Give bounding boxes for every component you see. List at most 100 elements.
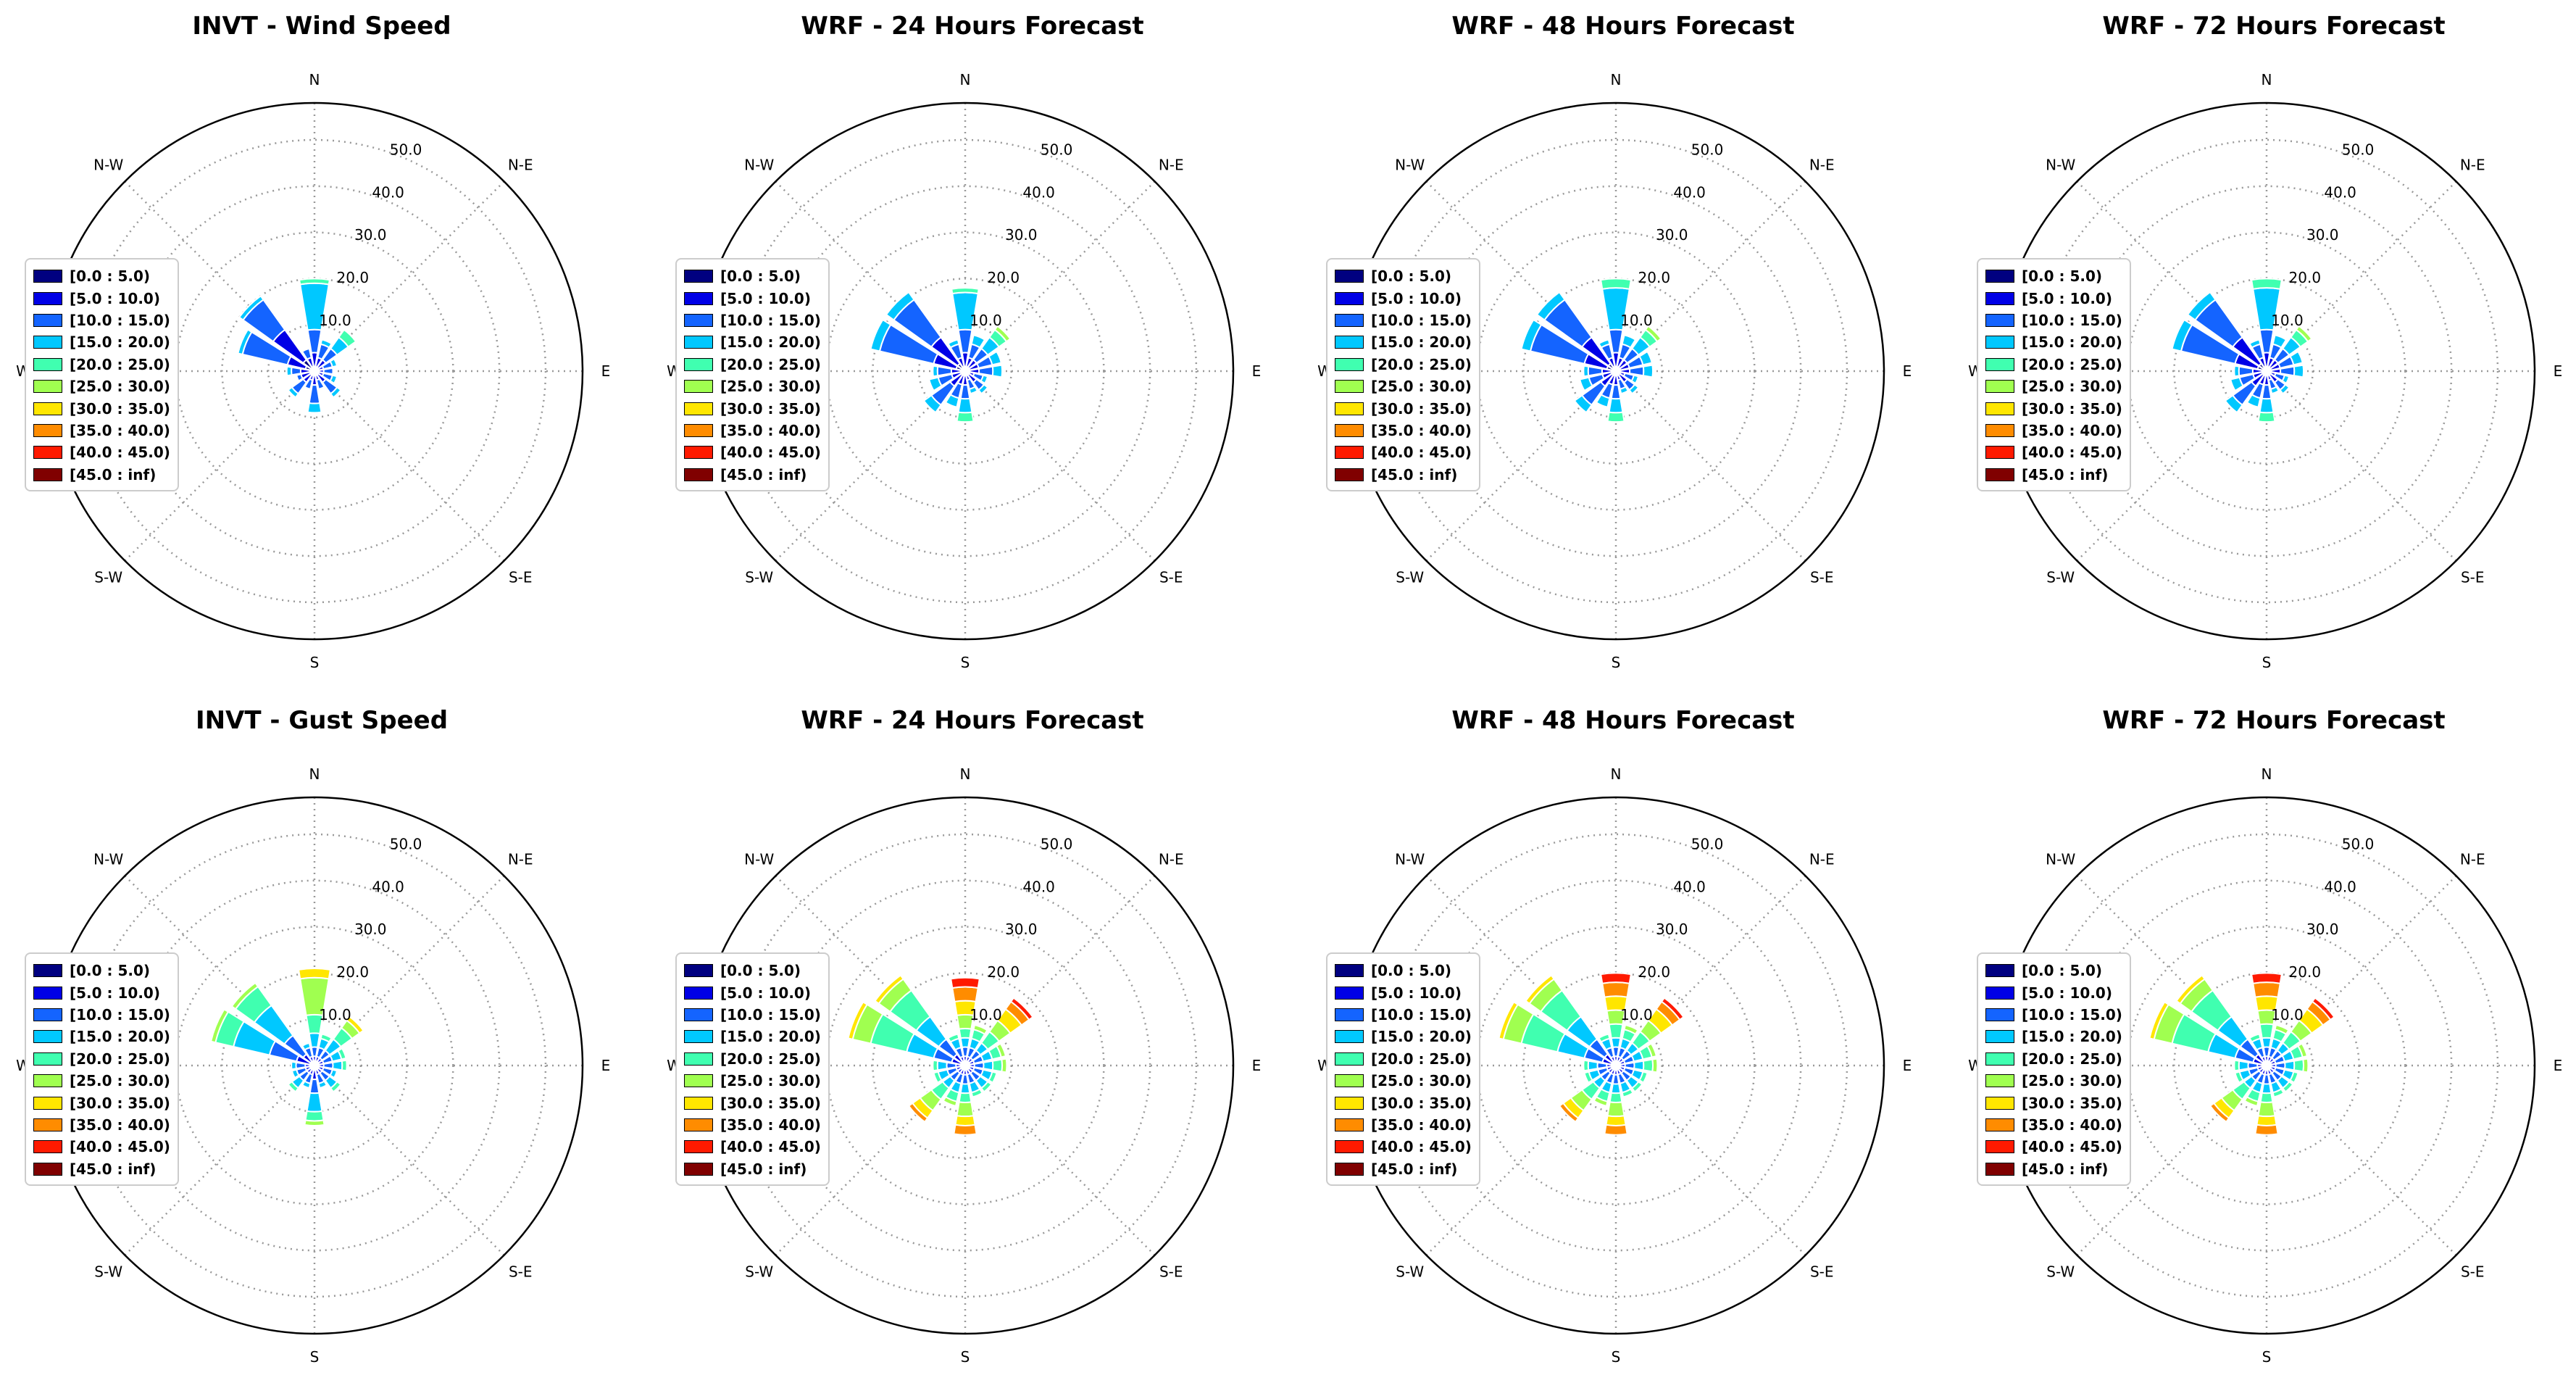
wind-bar <box>980 1080 993 1093</box>
legend-item: [0.0 : 5.0) <box>684 960 821 981</box>
wind-bar <box>2251 972 2283 984</box>
radial-tick-label: 50.0 <box>2342 835 2375 852</box>
direction-label: N-W <box>2046 157 2075 174</box>
wind-bar <box>959 1083 971 1095</box>
legend-item: [40.0 : 45.0) <box>1335 1136 1472 1158</box>
legend-swatch <box>1335 1140 1364 1154</box>
legend-label: [35.0 : 40.0) <box>2022 1116 2122 1134</box>
legend-item: [35.0 : 40.0) <box>33 420 170 441</box>
direction-label: N-E <box>2460 157 2485 174</box>
direction-label: S <box>1612 654 1621 671</box>
legend-swatch <box>1335 1052 1364 1066</box>
legend-swatch <box>1985 1140 2014 1154</box>
radial-tick-label: 20.0 <box>1638 963 1671 981</box>
legend-item: [5.0 : 10.0) <box>1335 287 1472 309</box>
wind-bar <box>870 318 892 352</box>
radial-gridline <box>1568 1018 1664 1113</box>
legend-label: [40.0 : 45.0) <box>720 1138 821 1156</box>
legend-swatch <box>1335 423 1364 437</box>
wind-bar <box>1009 997 1034 1021</box>
legend-item: [5.0 : 10.0) <box>1985 287 2122 309</box>
wind-bar <box>301 347 312 361</box>
direction-label: N-W <box>744 157 774 174</box>
wind-bar <box>1593 1095 1609 1108</box>
legend-item: [25.0 : 30.0) <box>684 375 821 397</box>
legend-item: [15.0 : 20.0) <box>33 331 170 353</box>
direction-gridline <box>2076 180 2267 372</box>
wind-bar <box>317 1080 328 1089</box>
legend-swatch <box>33 1008 62 1021</box>
wind-bar <box>950 976 980 989</box>
direction-gridline <box>314 875 505 1066</box>
direction-gridline <box>2076 1065 2267 1256</box>
radial-gridline <box>872 972 1059 1159</box>
legend-swatch <box>33 468 62 481</box>
wind-bar <box>1525 974 1555 1005</box>
legend-label: [5.0 : 10.0) <box>2022 984 2112 1002</box>
wind-bar <box>933 1071 943 1084</box>
wind-bar <box>947 1033 960 1043</box>
legend-item: [45.0 : inf) <box>1985 1158 2122 1180</box>
legend-label: [0.0 : 5.0) <box>720 962 801 980</box>
radial-tick-label: 10.0 <box>2271 312 2304 329</box>
wind-bar <box>329 386 342 399</box>
legend-swatch <box>1335 1030 1364 1044</box>
legend-swatch <box>684 291 713 305</box>
windrose-panel: WRF - 48 Hours Forecast 10.0 20.0 30.0 40.0 5… <box>1301 694 1945 1383</box>
wind-bar <box>1600 972 1632 984</box>
wind-bar <box>1600 278 1632 290</box>
legend-item: [45.0 : inf) <box>684 1158 821 1180</box>
wind-bar <box>1595 394 1611 408</box>
direction-gridline <box>1615 180 1806 372</box>
radial-gridline <box>1568 323 1664 419</box>
wind-bar <box>968 386 979 395</box>
legend-swatch <box>684 423 713 437</box>
legend-swatch <box>33 423 62 437</box>
wind-bar <box>306 1092 323 1113</box>
legend-label: [15.0 : 20.0) <box>1371 1028 1472 1046</box>
wind-bar <box>1660 997 1685 1021</box>
legend-label: [0.0 : 5.0) <box>1371 267 1452 286</box>
radial-tick-label: 10.0 <box>970 312 1002 329</box>
legend-label: [0.0 : 5.0) <box>70 962 151 980</box>
legend-swatch <box>1335 357 1364 371</box>
wind-bar <box>2261 1083 2272 1095</box>
wind-bar <box>322 367 334 375</box>
chart-title: WRF - 24 Hours Forecast <box>801 706 1144 735</box>
direction-label: N-W <box>93 157 123 174</box>
legend-item: [5.0 : 10.0) <box>684 981 821 1003</box>
wind-bar <box>1633 1060 1645 1071</box>
legend: [0.0 : 5.0) [5.0 : 10.0) [10.0 : 15.0) [15.… <box>1326 952 1480 1186</box>
legend-label: [25.0 : 30.0) <box>70 378 170 396</box>
wind-bar <box>2293 364 2305 378</box>
radial-tick-label: 20.0 <box>337 963 370 981</box>
legend-swatch <box>1985 986 2014 1000</box>
wind-bar <box>907 1102 929 1124</box>
legend-swatch <box>1335 313 1364 327</box>
wind-bar <box>295 373 304 382</box>
direction-label: S-E <box>2461 1263 2485 1280</box>
legend-swatch <box>33 402 62 415</box>
wind-bar <box>2293 1058 2305 1073</box>
wind-bar <box>329 1068 338 1079</box>
direction-label: S <box>1612 1348 1621 1366</box>
direction-label: S-W <box>2046 568 2075 586</box>
wind-bar <box>2257 1101 2276 1118</box>
wind-bar <box>2252 981 2281 998</box>
legend-swatch <box>33 380 62 394</box>
wind-bar <box>2302 1058 2309 1073</box>
legend-swatch <box>1335 402 1364 415</box>
legend-item: [10.0 : 15.0) <box>33 310 170 331</box>
radial-tick-label: 40.0 <box>1673 183 1706 201</box>
wind-bar <box>2259 1023 2275 1039</box>
wind-bar <box>1598 1033 1611 1043</box>
legend-item: [15.0 : 20.0) <box>684 331 821 353</box>
direction-label: N-E <box>508 157 533 174</box>
legend-swatch <box>1985 1118 2014 1131</box>
direction-label: S-W <box>745 1263 773 1280</box>
legend-label: [45.0 : inf) <box>70 465 157 483</box>
direction-label: N-E <box>1809 851 1835 868</box>
chart-title: WRF - 72 Hours Forecast <box>2102 12 2446 41</box>
radial-tick-label: 30.0 <box>354 921 387 938</box>
